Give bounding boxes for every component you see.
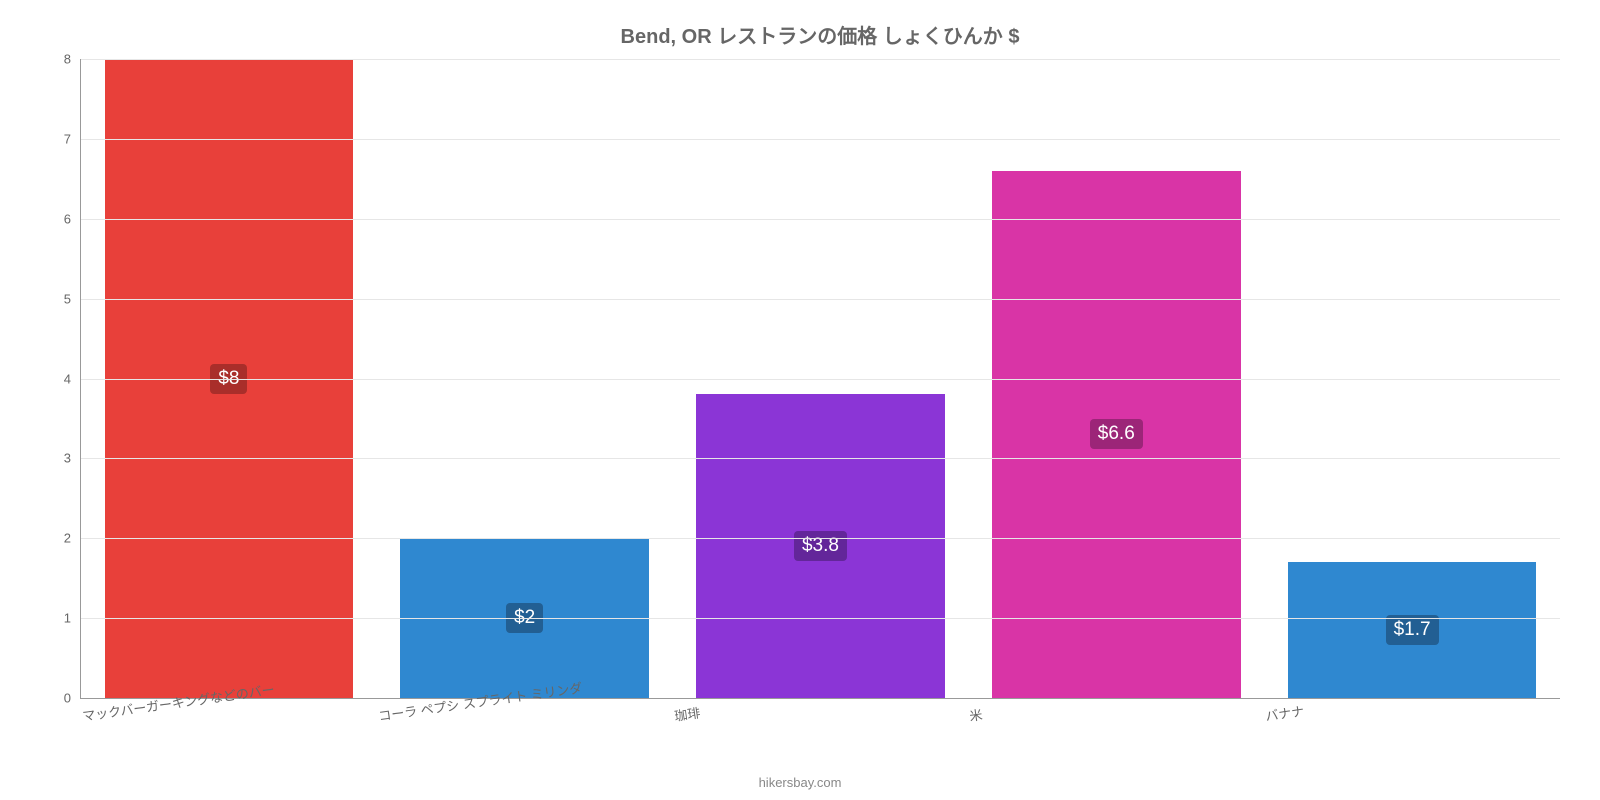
bar-value-label: $1.7: [1386, 615, 1439, 645]
x-category-label: バナナ: [1264, 701, 1305, 725]
bar: $3.8: [696, 394, 944, 698]
y-tick-label: 4: [64, 371, 81, 386]
grid-line: [81, 59, 1560, 60]
y-tick-label: 5: [64, 291, 81, 306]
bar-value-label: $3.8: [794, 531, 847, 561]
y-tick-label: 3: [64, 451, 81, 466]
y-tick-label: 1: [64, 611, 81, 626]
y-tick-label: 2: [64, 531, 81, 546]
plot-area: $8マックバーガーキングなどのバー$2コーラ ペプシ スプライト ミリンダ$3.…: [80, 59, 1560, 699]
chart-title: Bend, OR レストランの価格 しょくひんか $: [80, 20, 1560, 49]
attribution: hikersbay.com: [0, 775, 1600, 790]
grid-line: [81, 299, 1560, 300]
grid-line: [81, 618, 1560, 619]
grid-line: [81, 219, 1560, 220]
y-tick-label: 7: [64, 131, 81, 146]
x-category-label: 珈琲: [673, 702, 701, 724]
grid-line: [81, 538, 1560, 539]
y-tick-label: 8: [64, 52, 81, 67]
grid-line: [81, 379, 1560, 380]
y-tick-label: 0: [64, 691, 81, 706]
bar-value-label: $6.6: [1090, 419, 1143, 449]
grid-line: [81, 458, 1560, 459]
bar: $1.7: [1288, 562, 1536, 698]
grid-line: [81, 139, 1560, 140]
y-tick-label: 6: [64, 211, 81, 226]
chart-container: Bend, OR レストランの価格 しょくひんか $ $8マックバーガーキングな…: [0, 0, 1600, 800]
x-category-label: 米: [968, 704, 984, 725]
